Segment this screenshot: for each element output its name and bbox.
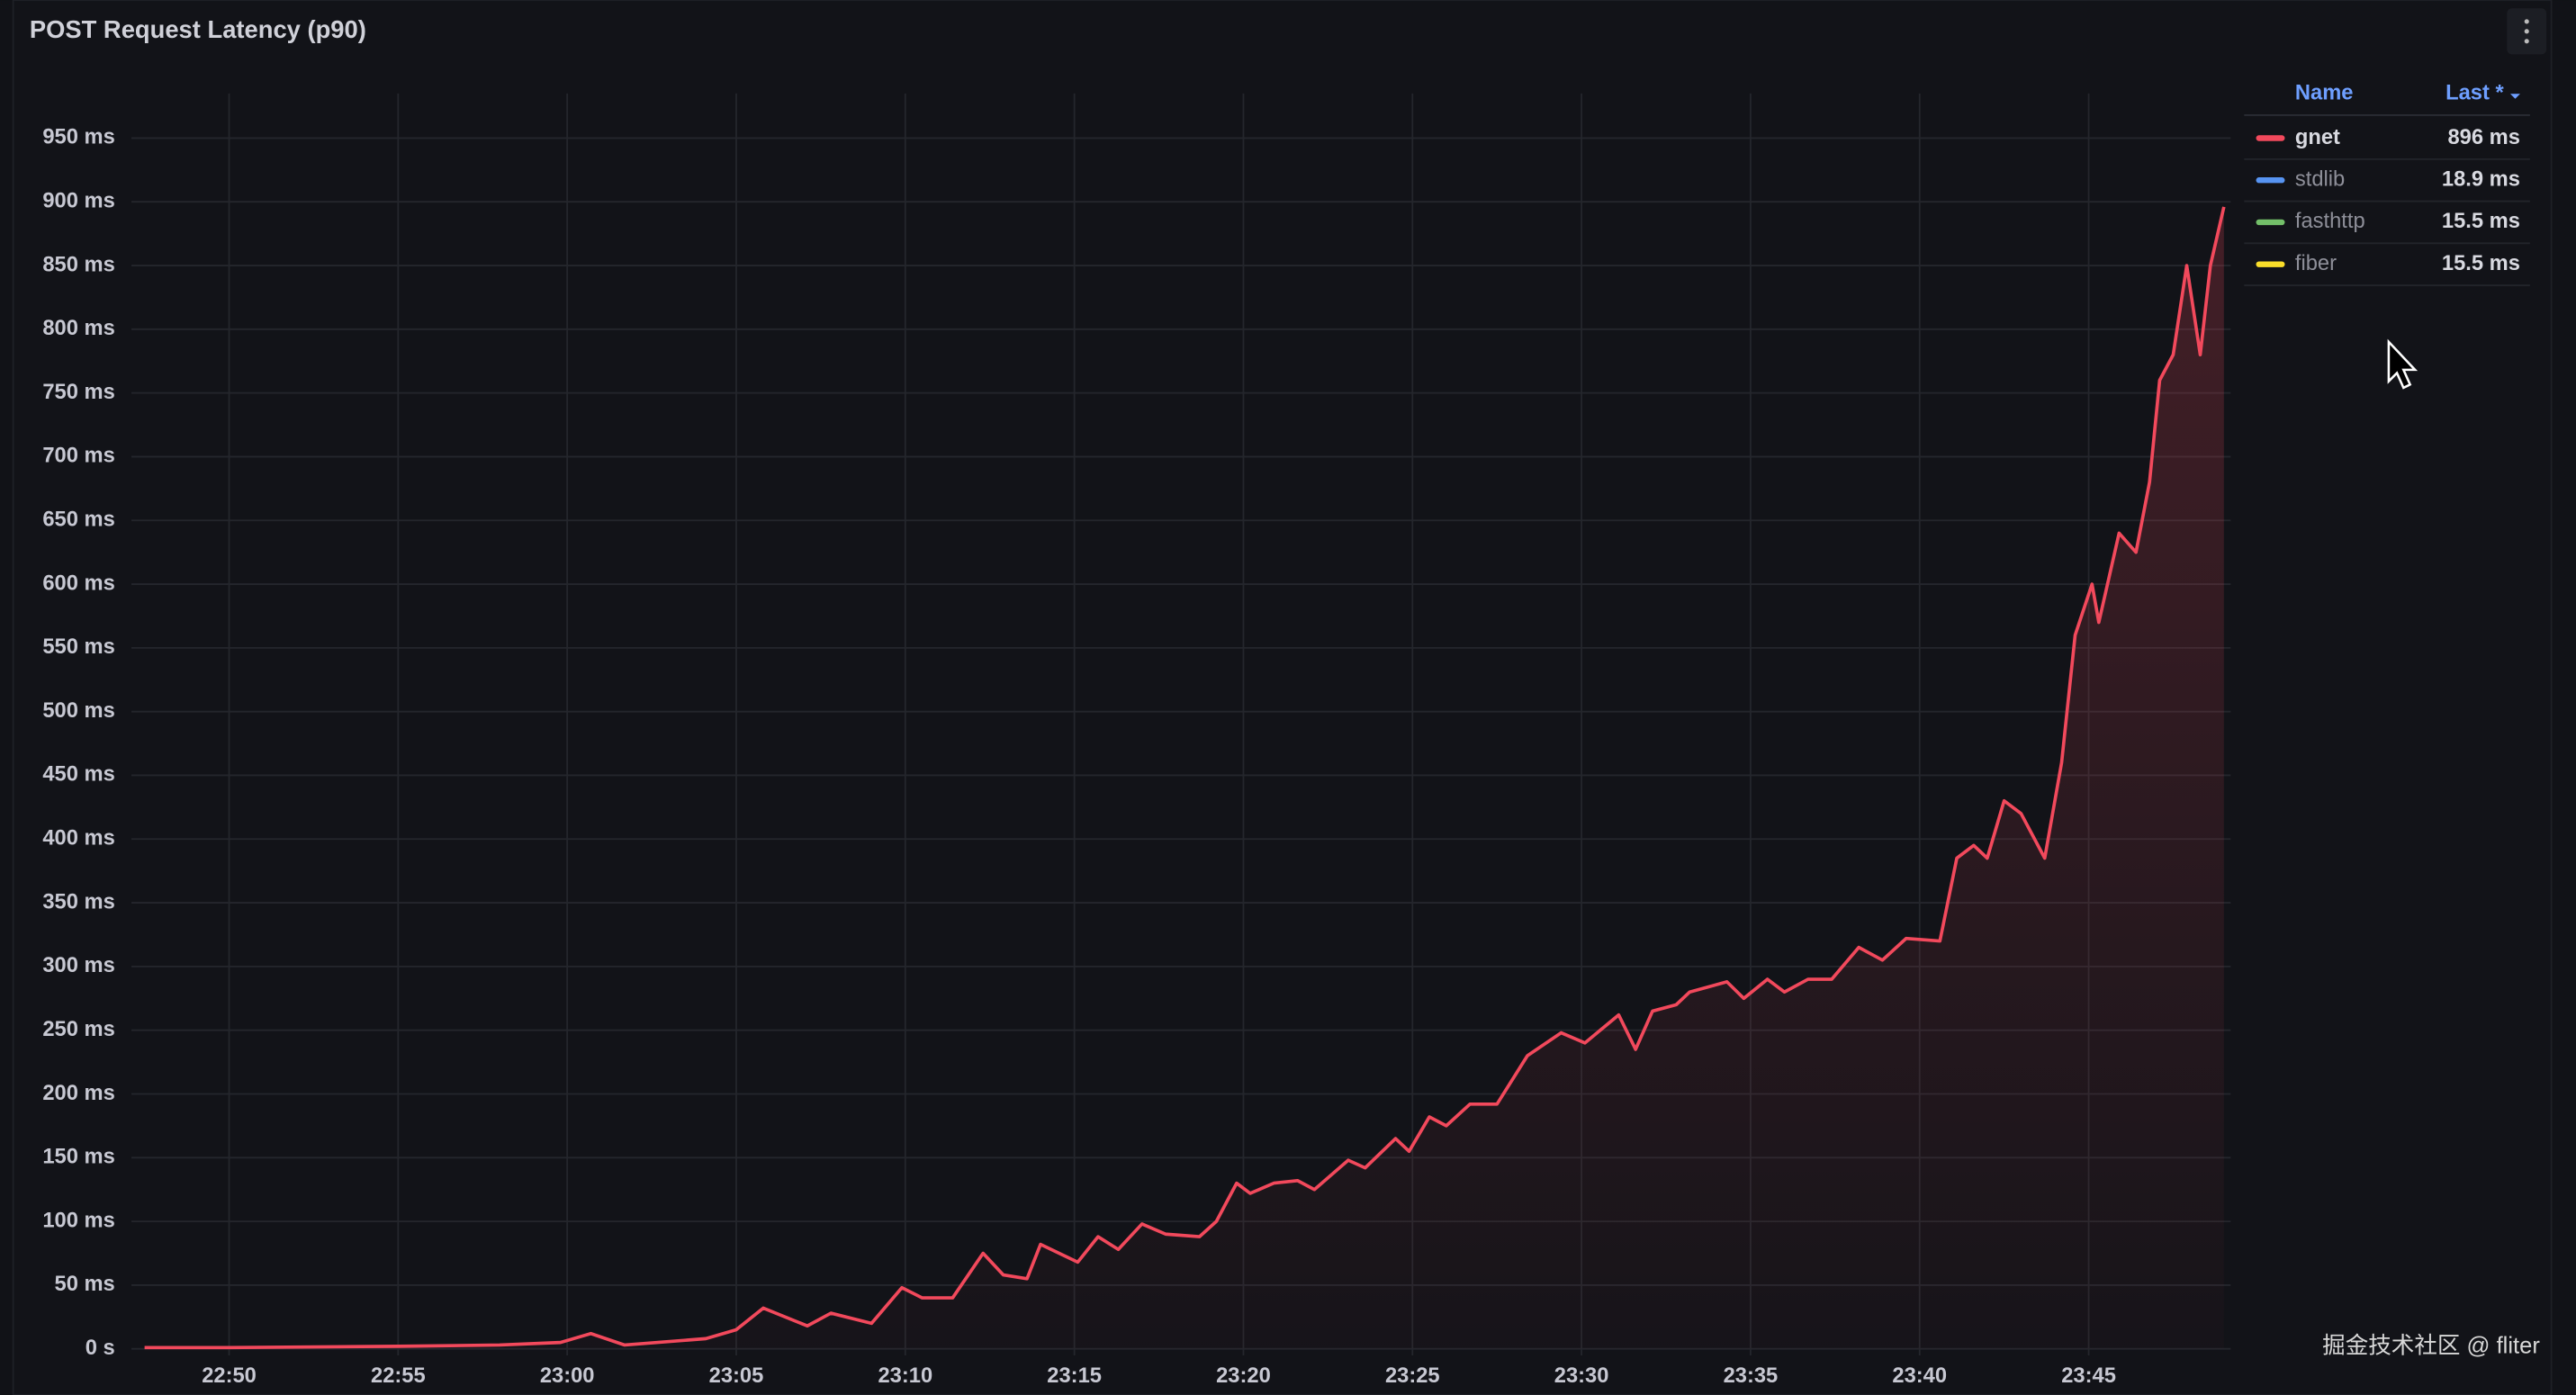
x-tick-label: 22:55 bbox=[371, 1364, 426, 1388]
y-tick-label: 750 ms bbox=[42, 381, 114, 404]
y-tick-label: 850 ms bbox=[42, 253, 114, 276]
y-tick-label: 500 ms bbox=[42, 699, 114, 723]
watermark: 掘金技术社区 @ fliter bbox=[2322, 1334, 2540, 1359]
mouse-cursor bbox=[2387, 338, 2418, 390]
y-tick-label: 400 ms bbox=[42, 827, 114, 850]
y-tick-label: 300 ms bbox=[42, 954, 114, 977]
y-tick-label: 0 s bbox=[86, 1336, 115, 1360]
y-tick-label: 150 ms bbox=[42, 1146, 114, 1169]
x-tick-label: 23:35 bbox=[1724, 1364, 1779, 1388]
x-tick-label: 23:05 bbox=[709, 1364, 764, 1388]
legend-last-value: 15.5 ms bbox=[2442, 210, 2520, 233]
y-tick-label: 100 ms bbox=[42, 1209, 114, 1232]
series-area bbox=[144, 206, 2224, 1349]
legend: Name Last * gnet 896 ms stdlib 18.9 ms fasthtt… bbox=[2244, 81, 2530, 286]
y-tick-label: 900 ms bbox=[42, 189, 114, 212]
y-tick-label: 550 ms bbox=[42, 635, 114, 659]
legend-header[interactable]: Name bbox=[2295, 81, 2354, 104]
legend-name[interactable]: fasthttp bbox=[2295, 210, 2365, 233]
y-tick-label: 250 ms bbox=[42, 1018, 114, 1041]
series-line bbox=[144, 206, 2226, 1350]
legend-name[interactable]: fiber bbox=[2295, 252, 2337, 275]
x-tick-label: 23:45 bbox=[2061, 1364, 2116, 1388]
y-tick-label: 600 ms bbox=[42, 572, 114, 595]
x-tick-label: 23:15 bbox=[1047, 1364, 1102, 1388]
y-tick-label: 650 ms bbox=[42, 508, 114, 532]
x-tick-label: 23:00 bbox=[540, 1364, 595, 1388]
legend-last-value: 15.5 ms bbox=[2442, 252, 2520, 275]
legend-header[interactable]: Last * bbox=[2445, 81, 2504, 104]
x-tick-label: 22:50 bbox=[202, 1364, 257, 1388]
panel-menu[interactable] bbox=[2507, 8, 2547, 55]
sort-icon bbox=[2509, 94, 2520, 99]
y-tick-label: 800 ms bbox=[42, 317, 114, 340]
y-tick-label: 350 ms bbox=[42, 890, 114, 914]
x-tick-label: 23:25 bbox=[1385, 1364, 1440, 1388]
x-tick-label: 23:30 bbox=[1554, 1364, 1609, 1388]
legend-name[interactable]: stdlib bbox=[2295, 167, 2345, 191]
legend-name[interactable]: gnet bbox=[2295, 126, 2340, 149]
y-tick-label: 950 ms bbox=[42, 126, 114, 149]
y-tick-label: 50 ms bbox=[55, 1273, 115, 1296]
legend-last-value: 896 ms bbox=[2447, 126, 2519, 149]
y-tick-label: 700 ms bbox=[42, 445, 114, 468]
x-tick-label: 23:40 bbox=[1892, 1364, 1947, 1388]
x-tick-label: 23:20 bbox=[1216, 1364, 1271, 1388]
y-tick-label: 450 ms bbox=[42, 763, 114, 787]
x-tick-label: 23:10 bbox=[878, 1364, 932, 1388]
plot bbox=[144, 206, 2226, 1350]
panel-title: POST Request Latency (p90) bbox=[30, 15, 366, 43]
legend-last-value: 18.9 ms bbox=[2442, 167, 2520, 191]
y-tick-label: 200 ms bbox=[42, 1082, 114, 1105]
